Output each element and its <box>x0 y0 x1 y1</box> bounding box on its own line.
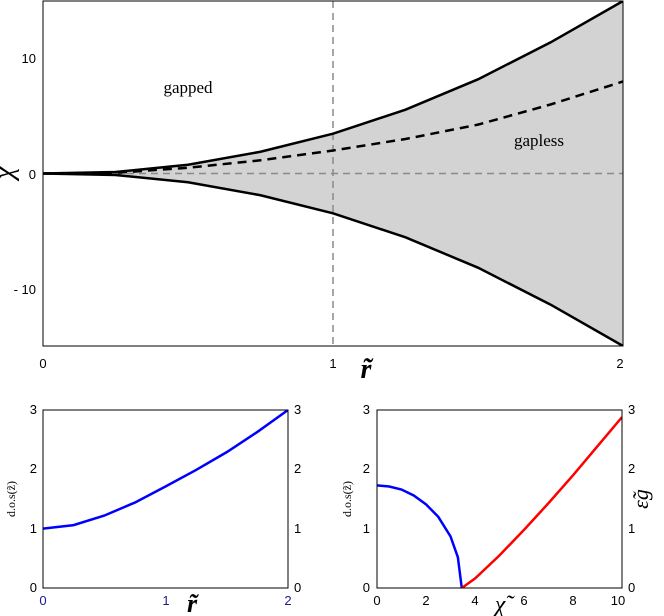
left-ytick-right-2: 2 <box>294 461 301 476</box>
main-xtick-0: 0 <box>39 356 46 371</box>
main-ytick-neg10: - 10 <box>14 282 36 297</box>
right-xtick-8: 8 <box>569 593 576 608</box>
right-ytick-right-3: 3 <box>628 402 635 417</box>
gapped-label: gapped <box>163 78 213 97</box>
left-xaxis-label: r̃ <box>187 589 199 616</box>
right-ytick-right-2: 2 <box>628 461 635 476</box>
left-yaxis-label: d.o.s(z̃) <box>4 481 18 517</box>
main-xaxis-label: r̃ <box>361 354 375 385</box>
left-ytick-right-1: 1 <box>294 521 301 536</box>
lower-boundary-curve <box>43 172 623 346</box>
right-plot-background <box>377 410 622 588</box>
left-xtick-0: 0 <box>39 593 46 608</box>
dos-vs-r-plot: 0 1 2 3 0 1 2 3 0 1 2 r̃ d.o.s(z̃) <box>4 402 301 616</box>
gapless-label: gapless <box>514 131 564 150</box>
dos-r-curve <box>43 410 288 530</box>
right-ytick-1: 1 <box>363 521 370 536</box>
upper-boundary-curve <box>43 1 623 175</box>
right-ytick-0: 0 <box>363 580 370 595</box>
left-plot-frame <box>42 409 289 589</box>
right-ytick-2: 2 <box>363 461 370 476</box>
right-ytick-3: 3 <box>363 402 370 417</box>
main-xtick-1: 1 <box>329 356 336 371</box>
main-xtick-2: 2 <box>616 356 623 371</box>
right-xtick-2: 2 <box>422 593 429 608</box>
right-plot-frame <box>376 409 623 589</box>
right-xaxis-label: χ̃ <box>493 592 516 616</box>
right-xtick-4: 4 <box>471 593 478 608</box>
left-ytick-right-3: 3 <box>294 402 301 417</box>
left-ytick-2: 2 <box>30 461 37 476</box>
dos-chi-curve <box>377 484 464 588</box>
main-ytick-0: 0 <box>29 167 36 182</box>
left-ytick-0: 0 <box>30 580 37 595</box>
right-xtick-6: 6 <box>520 593 527 608</box>
main-ytick-10: 10 <box>22 51 36 66</box>
left-xtick-2: 2 <box>284 593 291 608</box>
main-phase-plot: 10 0 - 10 0 1 2 r̃ χ̃ gapped gapless <box>0 0 624 385</box>
main-plot-frame <box>42 0 624 347</box>
right-xtick-10: 10 <box>611 593 625 608</box>
right-ytick-right-0: 0 <box>628 580 635 595</box>
dos-and-gap-vs-chi-plot: 0 1 2 3 0 1 2 3 0 2 4 6 8 10 χ̃ d.o.s(z̃… <box>340 402 653 616</box>
left-ytick-1: 1 <box>30 521 37 536</box>
right-xtick-0: 0 <box>373 593 380 608</box>
right-yaxis-label: d.o.s(z̃) <box>340 481 354 517</box>
main-yaxis-label: χ̃ <box>0 155 20 182</box>
left-ytick-3: 3 <box>30 402 37 417</box>
left-xtick-1: 1 <box>162 593 169 608</box>
left-ytick-right-0: 0 <box>294 580 301 595</box>
gap-chi-curve <box>461 416 622 588</box>
right-ytick-right-1: 1 <box>628 521 635 536</box>
right-y2axis-label: ε̃g <box>628 489 653 509</box>
middle-dashed-curve <box>43 80 623 175</box>
